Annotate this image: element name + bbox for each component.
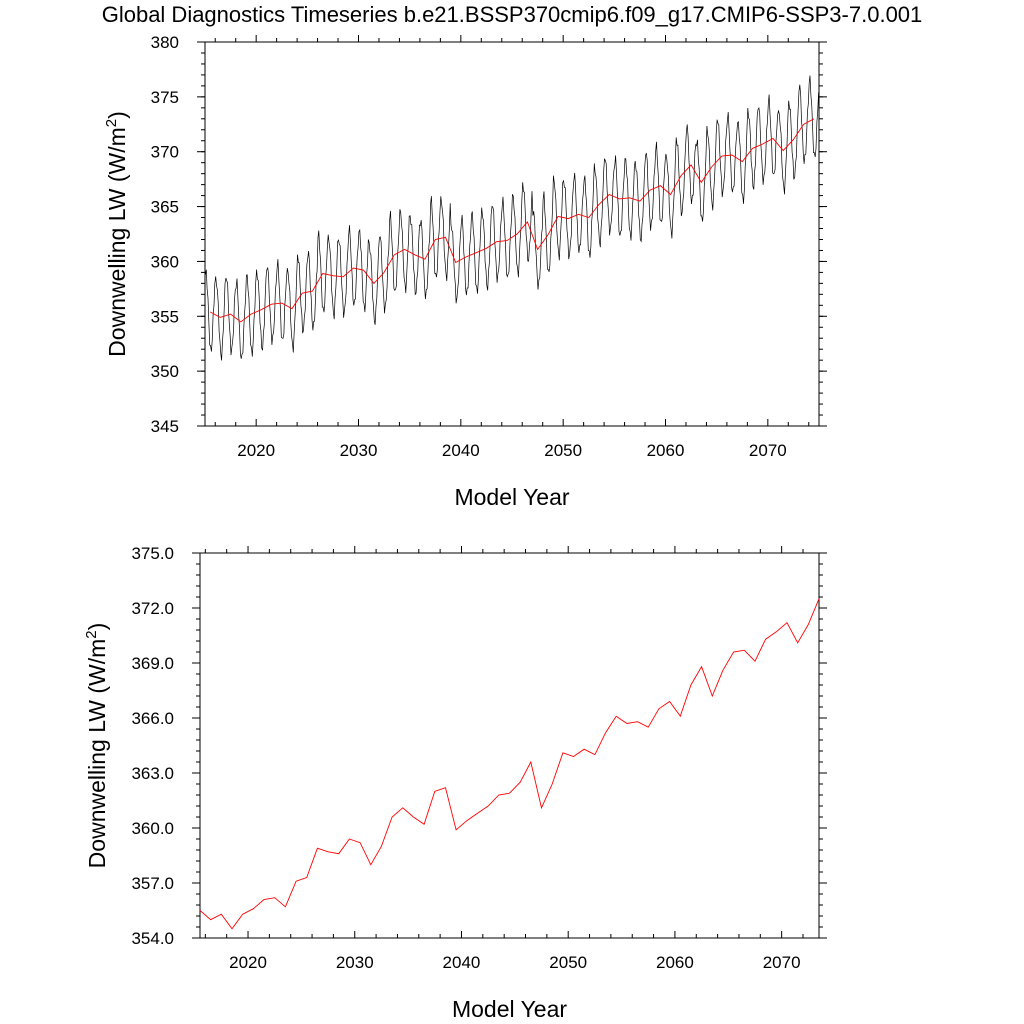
plot-frame bbox=[204, 41, 820, 427]
y-axis-title-main: Downwelling LW (W/m bbox=[84, 639, 110, 869]
y-axis-title-close: ) bbox=[84, 623, 110, 631]
y-tick-label: 360 bbox=[151, 252, 179, 271]
monthly-series-line bbox=[205, 75, 819, 361]
x-axis-title: Model Year bbox=[452, 996, 567, 1022]
x-tick-label: 2030 bbox=[340, 441, 378, 460]
y-tick-label: 380 bbox=[151, 33, 179, 52]
y-axis-title: Downwelling LW (W/m2) bbox=[83, 623, 110, 869]
x-axis-title: Model Year bbox=[454, 484, 569, 510]
page-title: Global Diagnostics Timeseries b.e21.BSSP… bbox=[101, 2, 923, 27]
y-tick-label: 357.0 bbox=[131, 874, 174, 893]
x-tick-label: 2060 bbox=[647, 441, 685, 460]
y-axis-title-main: Downwelling LW (W/m bbox=[104, 127, 130, 357]
y-tick-label: 355 bbox=[151, 307, 179, 326]
x-tick-label: 2050 bbox=[549, 953, 587, 972]
y-tick-label: 365 bbox=[151, 198, 179, 217]
y-tick-label: 370 bbox=[151, 143, 179, 162]
x-tick-label: 2020 bbox=[237, 441, 275, 460]
y-tick-label: 369.0 bbox=[131, 654, 174, 673]
y-tick-label: 350 bbox=[151, 362, 179, 381]
annual-mean-series-line bbox=[199, 598, 820, 930]
x-tick-label: 2050 bbox=[544, 441, 582, 460]
y-tick-label: 375.0 bbox=[131, 544, 174, 563]
x-tick-label: 2060 bbox=[656, 953, 694, 972]
x-tick-label: 2040 bbox=[442, 441, 480, 460]
x-tick-label: 2020 bbox=[229, 953, 267, 972]
bottom-chart: 2020 2030 2040 2050 2060 2070 354.0 357.0 360.0 3… bbox=[83, 544, 827, 1022]
y-axis-title-close: ) bbox=[104, 111, 130, 119]
x-tick-label: 2070 bbox=[763, 953, 801, 972]
y-tick-label: 360.0 bbox=[131, 819, 174, 838]
annual-mean-series-line bbox=[209, 118, 815, 323]
y-tick-label: 366.0 bbox=[131, 709, 174, 728]
y-tick-label: 345 bbox=[151, 417, 179, 436]
y-tick-label: 375 bbox=[151, 88, 179, 107]
y-tick-label: 363.0 bbox=[131, 764, 174, 783]
x-tick-label: 2030 bbox=[336, 953, 374, 972]
plot-frame bbox=[199, 552, 820, 939]
x-tick-label: 2070 bbox=[749, 441, 787, 460]
y-axis-title-superscript: 2 bbox=[103, 119, 120, 127]
y-tick-label: 372.0 bbox=[131, 599, 174, 618]
x-tick-label: 2040 bbox=[443, 953, 481, 972]
top-chart: 2020 2030 2040 2050 2060 2070 345 350 355 360 365 3… bbox=[103, 33, 827, 510]
y-axis-title-superscript: 2 bbox=[83, 630, 100, 638]
y-tick-label: 354.0 bbox=[131, 929, 174, 948]
y-axis-title: Downwelling LW (W/m2) bbox=[103, 111, 130, 357]
